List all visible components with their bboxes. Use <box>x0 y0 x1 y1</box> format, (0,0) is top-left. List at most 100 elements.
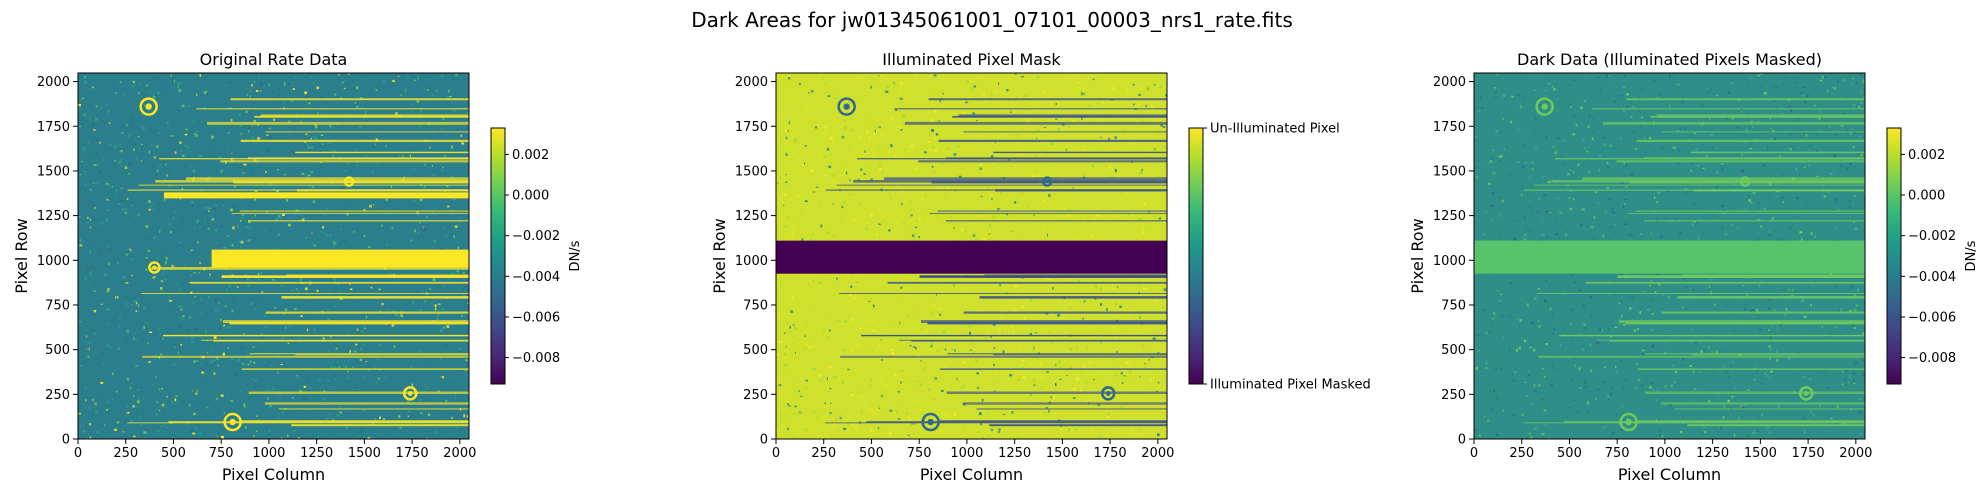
noise-pixel <box>1793 138 1796 141</box>
noise-pixel <box>1552 332 1554 336</box>
noise-pixel <box>1154 299 1157 302</box>
noise-pixel <box>200 312 203 316</box>
noise-pixel <box>164 178 167 180</box>
noise-pixel <box>1076 377 1079 381</box>
noise-pixel <box>100 381 104 384</box>
noise-pixel <box>847 368 850 371</box>
noise-pixel <box>413 200 417 202</box>
noise-pixel <box>1684 286 1688 288</box>
noise-pixel <box>921 197 924 200</box>
noise-pixel <box>269 127 271 130</box>
noise-pixel <box>1068 125 1071 128</box>
noise-pixel <box>1531 168 1534 171</box>
noise-pixel <box>947 388 950 390</box>
noise-pixel <box>1145 185 1149 187</box>
noise-pixel <box>453 197 456 201</box>
y-tick-label: 2000 <box>1433 75 1466 90</box>
noise-pixel <box>1842 422 1845 425</box>
noise-pixel <box>1722 184 1724 187</box>
noise-pixel <box>1679 127 1682 130</box>
noise-pixel <box>219 156 221 159</box>
noise-pixel <box>294 308 297 310</box>
noise-pixel <box>1684 188 1688 190</box>
x-tick-label: 500 <box>161 446 186 461</box>
noise-pixel <box>127 377 129 381</box>
noise-pixel <box>196 423 199 425</box>
noise-pixel <box>1110 83 1112 86</box>
noise-pixel <box>1085 387 1087 390</box>
noise-pixel <box>1512 98 1515 101</box>
noise-pixel <box>898 126 901 129</box>
y-tick-label: 1000 <box>1433 254 1466 269</box>
noise-pixel <box>860 168 863 171</box>
noise-pixel <box>1534 89 1537 91</box>
noise-pixel <box>957 418 959 421</box>
noise-pixel <box>1032 349 1035 351</box>
noise-pixel <box>808 307 811 310</box>
noise-pixel <box>917 192 921 194</box>
noise-pixel <box>970 87 974 90</box>
noise-pixel <box>1586 330 1588 333</box>
y-tick-label: 500 <box>1441 343 1466 358</box>
noise-pixel <box>1507 345 1511 347</box>
noise-pixel <box>423 226 425 229</box>
noise-pixel <box>89 423 92 426</box>
noise-pixel <box>1839 163 1841 165</box>
noise-pixel <box>911 328 913 331</box>
noise-pixel <box>159 390 162 393</box>
noise-pixel <box>437 303 441 306</box>
noise-pixel <box>826 377 828 380</box>
noise-pixel <box>1576 277 1578 279</box>
noise-pixel <box>262 85 266 87</box>
noise-pixel <box>1545 343 1548 346</box>
noise-pixel <box>1769 299 1773 301</box>
noise-pixel <box>241 346 244 350</box>
noise-pixel <box>177 351 180 355</box>
noise-pixel <box>329 234 332 237</box>
noise-pixel <box>1652 91 1655 94</box>
noise-pixel <box>1758 415 1760 418</box>
noise-pixel <box>1548 212 1551 213</box>
noise-pixel <box>824 204 826 207</box>
noise-pixel <box>193 371 195 373</box>
noise-pixel <box>424 405 427 408</box>
noise-pixel <box>233 112 236 116</box>
noise-pixel <box>377 377 381 380</box>
noise-pixel <box>1074 208 1078 211</box>
noise-pixel <box>320 214 322 216</box>
noise-pixel <box>1498 159 1501 162</box>
noise-pixel <box>1543 194 1546 197</box>
streak <box>168 421 469 423</box>
noise-pixel <box>976 386 980 389</box>
noise-pixel <box>463 106 466 109</box>
noise-pixel <box>355 147 358 151</box>
noise-pixel <box>295 209 298 211</box>
noise-pixel <box>1135 398 1137 400</box>
noise-pixel <box>1792 288 1794 291</box>
noise-pixel <box>1617 204 1619 206</box>
noise-pixel <box>318 378 321 380</box>
noise-pixel <box>984 88 987 91</box>
noise-pixel <box>822 224 824 227</box>
noise-pixel <box>239 246 242 248</box>
noise-pixel <box>374 365 376 369</box>
noise-pixel <box>789 178 791 180</box>
noise-pixel <box>804 200 808 203</box>
noise-pixel <box>304 158 306 162</box>
noise-pixel <box>1634 387 1637 390</box>
noise-pixel <box>1045 277 1049 280</box>
noise-pixel <box>118 162 121 164</box>
noise-pixel <box>804 145 807 147</box>
noise-pixel <box>142 126 145 130</box>
noise-pixel <box>1532 285 1534 288</box>
noise-pixel <box>803 333 805 336</box>
noise-pixel <box>1708 285 1711 288</box>
noise-pixel <box>91 398 94 402</box>
noise-pixel <box>1801 238 1803 241</box>
noise-pixel <box>1029 394 1032 396</box>
noise-pixel <box>1607 398 1610 401</box>
noise-pixel <box>818 374 822 377</box>
noise-pixel <box>1600 424 1602 426</box>
noise-pixel <box>779 341 782 343</box>
noise-pixel <box>344 79 346 82</box>
